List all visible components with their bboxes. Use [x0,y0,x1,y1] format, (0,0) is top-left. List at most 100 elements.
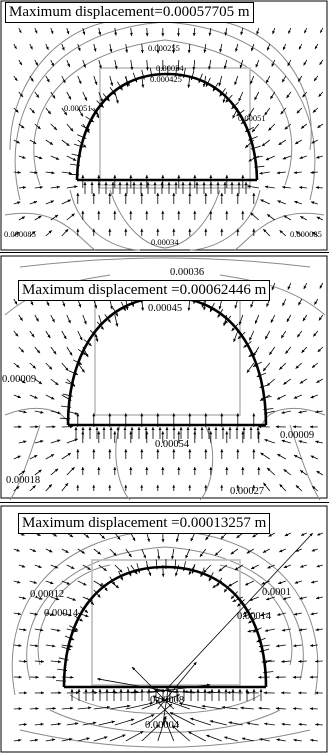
displacement-arrowhead [264,112,268,116]
displacement-arrowhead [300,564,304,568]
displacement-arrowhead [254,320,258,324]
displacement-arrowhead [76,173,80,177]
displacement-arrowhead [293,738,297,742]
displacement-arrowhead [241,431,245,435]
displacement-arrowhead [34,455,38,458]
displacement-arrowhead [128,553,132,558]
displacement-arrow [162,532,313,694]
displacement-arrowhead [95,111,99,115]
displacement-arrowhead [158,73,162,77]
displacement-arrowhead [238,689,242,692]
displacement-arrowhead [198,79,202,83]
displacement-arrowhead [317,124,321,128]
panel-2-frame [0,255,328,499]
displacement-arrow [157,661,197,710]
displacement-arrowhead [47,334,51,339]
displacement-arrowhead [241,467,245,470]
displacement-arrowhead [295,231,300,235]
displacement-arrowhead [217,314,221,318]
displacement-arrowhead [250,80,253,85]
displacement-arrowhead [286,318,290,322]
displacement-arrowhead [298,78,301,82]
displacement-arrowhead [90,182,94,185]
displacement-arrowhead [161,467,165,470]
displacement-arrowhead [104,587,108,591]
displacement-arrowhead [218,82,222,87]
panel-1-contour-label: 0.000255 [148,43,180,53]
displacement-arrowhead [63,335,67,340]
displacement-arrowhead [318,317,322,321]
displacement-arrowhead [288,30,291,34]
displacement-arrowhead [177,33,180,37]
displacement-arrowhead [234,567,239,570]
displacement-arrowhead [281,722,285,726]
displacement-arrowhead [315,659,319,663]
displacement-arrowhead [51,62,54,67]
displacement-arrowhead [103,567,107,571]
displacement-arrowhead [261,660,265,664]
displacement-arrowhead [146,182,150,185]
displacement-arrowhead [294,580,298,584]
displacement-arrowhead [258,425,262,429]
displacement-arrowhead [227,691,231,695]
displacement-arrowhead [69,394,73,398]
panel-2-contour-label: 0.00018 [6,475,41,486]
displacement-arrowhead [108,228,112,232]
displacement-arrowhead [92,228,96,232]
displacement-arrowhead [220,413,224,417]
displacement-arrowhead [217,689,221,692]
panel-1-lining [75,72,259,182]
displacement-arrowhead [224,736,228,740]
displacement-arrowhead [168,689,172,692]
displacement-arrowhead [141,84,145,88]
displacement-arrowhead [74,427,78,430]
displacement-arrowhead [302,94,306,98]
displacement-arrowhead [108,449,112,453]
displacement-arrowhead [145,175,149,178]
displacement-arrowhead [260,613,264,617]
displacement-arrowhead [287,62,291,66]
displacement-arrowhead [79,618,83,622]
displacement-arrowhead [263,670,267,674]
displacement-arrowhead [311,201,315,205]
displacement-arrowhead [112,92,116,96]
displacement-arrowhead [241,120,245,124]
displacement-arrowhead [301,125,305,129]
displacement-arrowhead [17,170,21,174]
displacement-arrowhead [124,484,128,488]
displacement-arrowhead [70,706,74,710]
displacement-arrowhead [52,707,56,710]
displacement-arrowhead [177,210,181,214]
displacement-arrowhead [224,689,228,692]
displacement-arrowhead [263,367,267,372]
displacement-arrowhead [204,192,208,196]
displacement-arrowhead [161,689,165,692]
displacement-arrowhead [282,185,286,189]
displacement-arrowhead [86,129,90,133]
displacement-arrowhead [231,105,235,109]
displacement-arrowhead [264,411,268,415]
displacement-arrowhead [172,427,176,430]
displacement-arrowhead [261,581,265,585]
displacement-arrowhead [209,720,214,723]
displacement-arrowhead [316,380,320,383]
displacement-arrowhead [15,333,19,337]
displacement-arrowhead [236,192,240,196]
displacement-arrowhead [256,374,260,378]
displacement-arrowhead [52,95,56,99]
displacement-arrowhead [109,427,113,430]
displacement-arrowhead [245,144,249,148]
displacement-arrowhead [225,210,229,214]
displacement-arrowhead [71,383,75,386]
displacement-arrowhead [239,64,243,69]
displacement-arrowhead [297,334,301,338]
displacement-arrowhead [82,144,87,148]
displacement-arrowhead [94,334,98,338]
displacement-arrowhead [216,182,220,185]
displacement-arrowhead [156,192,160,196]
displacement-arrow [114,718,135,726]
displacement-arrowhead [240,31,244,35]
panel-2-contour-label: 0.00009 [2,374,37,385]
panel-divider [0,252,329,253]
displacement-arrowhead [298,659,302,663]
